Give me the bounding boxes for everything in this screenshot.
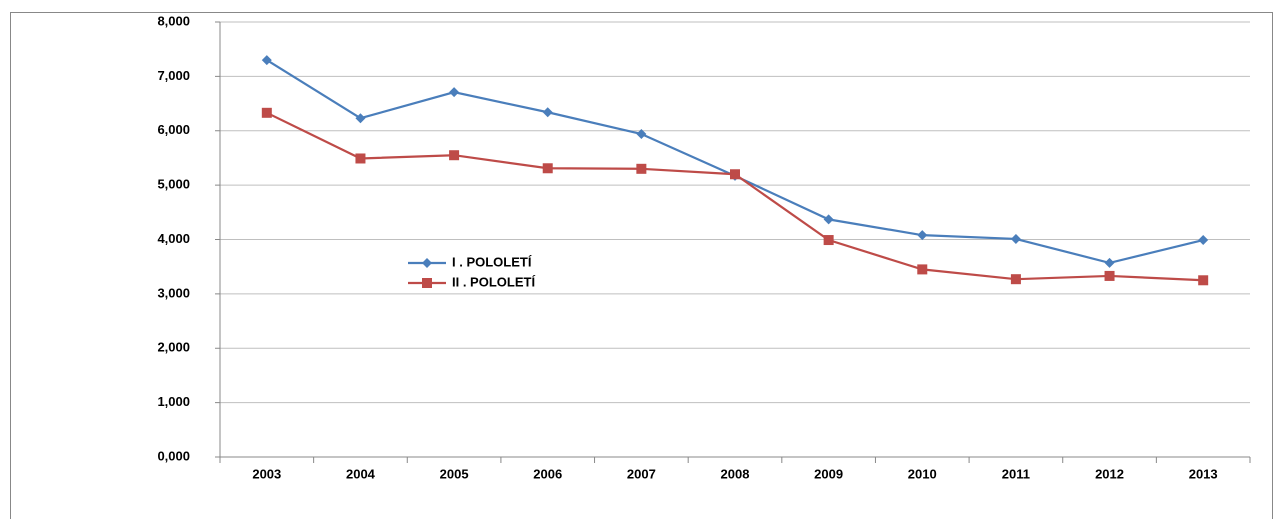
x-tick-label: 2012	[1095, 466, 1124, 481]
x-tick-label: 2008	[721, 466, 750, 481]
data-point	[1198, 275, 1209, 286]
data-point	[917, 230, 928, 241]
data-point	[1010, 233, 1021, 244]
data-point	[261, 55, 272, 66]
x-tick-label: 2009	[814, 466, 843, 481]
x-tick-label: 2005	[440, 466, 469, 481]
data-point	[1104, 257, 1115, 268]
chart-border	[10, 12, 1273, 519]
y-tick-label: 3,000	[157, 285, 190, 300]
y-tick-label: 7,000	[157, 68, 190, 83]
x-tick-label: 2010	[908, 466, 937, 481]
series-line	[266, 59, 1204, 265]
data-point	[355, 113, 366, 124]
data-point	[823, 214, 834, 225]
data-point	[542, 107, 553, 118]
y-tick-label: 6,000	[157, 122, 190, 137]
data-point	[261, 107, 272, 118]
y-tick-label: 5,000	[157, 177, 190, 192]
data-point	[449, 150, 460, 161]
x-tick-label: 2013	[1189, 466, 1218, 481]
x-tick-label: 2006	[533, 466, 562, 481]
y-tick-label: 0,000	[157, 448, 190, 463]
legend-label: I . POLOLETÍ	[452, 254, 532, 269]
data-point	[542, 163, 553, 174]
x-tick-label: 2007	[627, 466, 656, 481]
legend-label: II . POLOLETÍ	[452, 274, 535, 289]
data-point	[917, 264, 928, 275]
y-tick-label: 8,000	[157, 13, 190, 28]
series-line	[266, 111, 1204, 282]
y-tick-label: 1,000	[157, 394, 190, 409]
data-point	[636, 129, 647, 140]
data-point	[1104, 270, 1115, 281]
data-point	[636, 163, 647, 174]
y-tick-label: 4,000	[157, 231, 190, 246]
data-point	[355, 153, 366, 164]
data-point	[1010, 274, 1021, 285]
legend-marker	[422, 258, 432, 268]
x-tick-label: 2011	[1002, 466, 1030, 481]
y-tick-label: 2,000	[157, 340, 190, 355]
data-point	[1198, 235, 1209, 246]
legend-marker	[422, 278, 432, 288]
x-tick-label: 2004	[346, 466, 376, 481]
x-tick-label: 2003	[252, 466, 281, 481]
data-point	[449, 87, 460, 98]
data-point	[730, 169, 740, 180]
data-point	[823, 235, 834, 246]
